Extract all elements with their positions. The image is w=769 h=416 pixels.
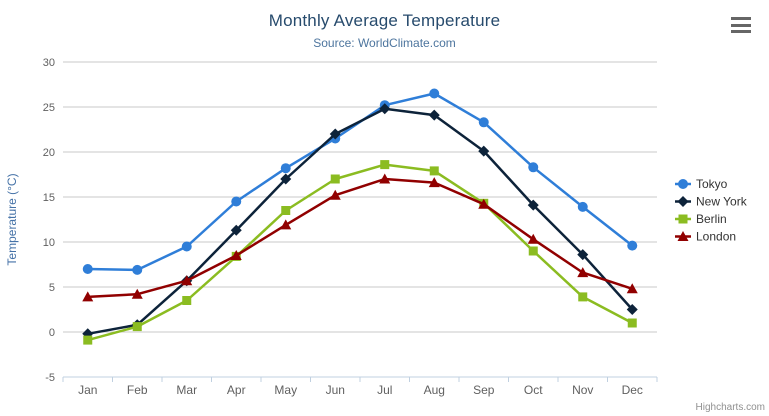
hamburger-icon [731, 17, 751, 20]
data-point-marker[interactable] [83, 335, 93, 345]
data-point-marker[interactable] [478, 117, 489, 128]
y-axis-tick-label: 30 [43, 57, 55, 69]
data-point-marker[interactable] [281, 206, 291, 215]
series-new-york [82, 103, 638, 340]
legend-item-tokyo[interactable]: Tokyo [675, 177, 728, 191]
data-point-marker[interactable] [181, 241, 192, 252]
data-point-marker[interactable] [82, 291, 94, 302]
series-tokyo [82, 88, 638, 275]
series-line[interactable] [86, 107, 634, 336]
legend-item-london[interactable]: London [675, 230, 736, 244]
legend-item-berlin[interactable]: Berlin [675, 212, 727, 226]
legend: Tokyo New York Berlin London [675, 177, 748, 244]
data-point-marker[interactable] [626, 304, 638, 315]
data-point-marker[interactable] [379, 173, 391, 184]
x-axis-label-apr: Apr [227, 383, 246, 397]
x-axis-label-aug: Aug [424, 383, 445, 397]
chart-title: Monthly Average Temperature [268, 11, 501, 30]
data-point-marker[interactable] [280, 173, 292, 185]
data-point-marker[interactable] [132, 264, 143, 275]
data-point-marker[interactable] [478, 198, 490, 209]
data-point-marker[interactable] [527, 233, 539, 244]
data-point-marker[interactable] [280, 163, 291, 174]
data-point-marker[interactable] [527, 199, 539, 211]
data-point-marker[interactable] [577, 267, 589, 278]
square-legend-icon[interactable] [678, 214, 688, 224]
data-point-marker[interactable] [280, 219, 292, 230]
legend-item-new-york[interactable]: New York [675, 195, 748, 209]
y-axis-tick-label: 20 [43, 147, 55, 159]
data-point-marker[interactable] [230, 250, 242, 260]
x-axis-label-oct: Oct [524, 383, 543, 397]
legend-label: New York [696, 195, 748, 209]
data-point-marker[interactable] [626, 283, 638, 294]
series-line[interactable] [86, 177, 634, 299]
data-point-marker[interactable] [627, 318, 637, 328]
hamburger-icon [731, 23, 751, 27]
data-point-marker[interactable] [577, 201, 588, 212]
data-point-marker[interactable] [528, 162, 539, 173]
data-point-marker[interactable] [329, 128, 341, 140]
y-axis-tick-label: 10 [43, 237, 55, 249]
data-point-marker[interactable] [428, 177, 440, 188]
x-axis-label-nov: Nov [572, 383, 593, 397]
data-point-marker[interactable] [428, 109, 440, 121]
hamburger-icon [731, 30, 751, 33]
x-axis-label-jul: Jul [377, 383, 392, 397]
x-axis-label-dec: Dec [622, 383, 643, 397]
y-axis-tick-label: 0 [49, 327, 55, 339]
diamond-legend-icon[interactable] [677, 196, 689, 207]
y-axis-tick-label: 5 [49, 282, 55, 294]
data-point-marker[interactable] [82, 264, 93, 274]
legend-label: Tokyo [696, 177, 728, 191]
data-point-marker[interactable] [578, 292, 588, 302]
data-point-marker[interactable] [528, 246, 538, 256]
data-point-marker[interactable] [230, 224, 242, 236]
x-axis-label-jan: Jan [78, 383, 97, 397]
data-point-marker[interactable] [231, 196, 242, 207]
series-line[interactable] [86, 92, 634, 272]
data-point-marker[interactable] [429, 88, 440, 99]
data-point-marker[interactable] [627, 240, 638, 251]
highcharts-credit-link[interactable]: Highcharts.com [695, 402, 765, 413]
series-london [82, 173, 638, 302]
data-point-marker[interactable] [182, 296, 192, 305]
x-axis-label-feb: Feb [127, 383, 148, 397]
data-point-marker[interactable] [478, 145, 490, 157]
data-point-marker[interactable] [330, 174, 340, 184]
data-point-marker[interactable] [429, 166, 439, 176]
export-context-menu-button[interactable] [731, 17, 751, 33]
legend-label: Berlin [696, 212, 727, 226]
chart-subtitle: Source: WorldClimate.com [313, 36, 456, 50]
data-point-marker[interactable] [329, 189, 341, 200]
data-point-marker[interactable] [132, 322, 142, 332]
x-axis-label-jun: Jun [326, 383, 345, 397]
y-axis-tick-label: -5 [45, 372, 55, 384]
series-line[interactable] [86, 163, 634, 342]
circle-legend-icon[interactable] [678, 179, 688, 189]
x-axis-label-sep: Sep [473, 383, 495, 397]
legend-label: London [696, 230, 736, 244]
data-point-marker[interactable] [131, 288, 143, 299]
data-point-marker[interactable] [379, 103, 391, 115]
data-point-marker[interactable] [181, 275, 193, 286]
y-axis-tick-label: 25 [43, 102, 55, 114]
data-point-marker[interactable] [577, 249, 589, 261]
y-axis-tick-label: 15 [43, 192, 55, 204]
data-point-marker[interactable] [380, 160, 390, 170]
triangle-legend-icon[interactable] [677, 231, 689, 241]
x-axis-label-mar: Mar [176, 383, 197, 397]
y-axis-title: Temperature (°C) [5, 173, 19, 265]
x-axis-label-may: May [274, 383, 297, 397]
